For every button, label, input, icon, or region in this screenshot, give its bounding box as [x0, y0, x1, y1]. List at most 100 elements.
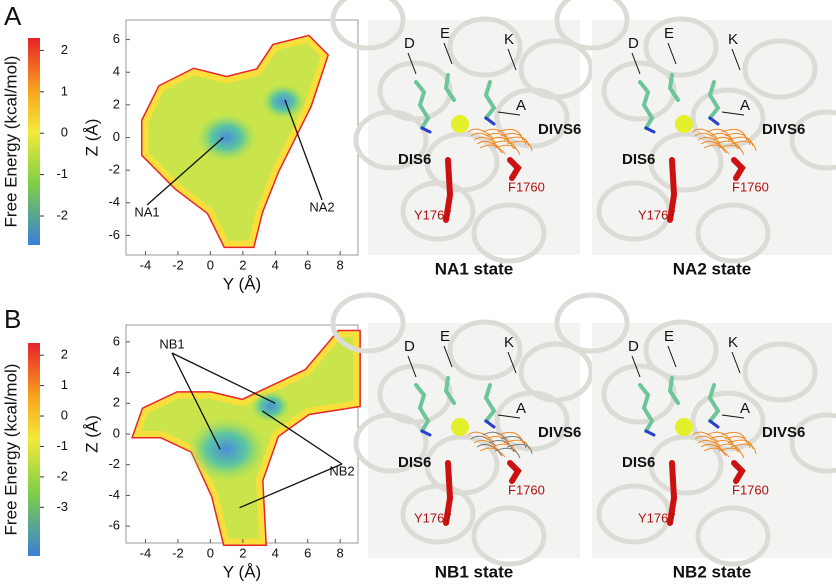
helix-label: DIS6 [622, 151, 655, 168]
ligand-trace [506, 140, 533, 152]
y-tick-label: 4 [113, 64, 120, 79]
ligand-trace [470, 435, 497, 447]
y-axis-label: Z (Å) [82, 119, 101, 157]
ligand-trace [467, 431, 494, 442]
residue-label: A [516, 400, 526, 417]
residue-stick [484, 116, 496, 126]
ion [675, 115, 693, 133]
residue-pointer [497, 111, 521, 116]
residue-stick [707, 80, 721, 120]
helix-label: DIVS6 [538, 121, 581, 138]
residue-pointer [721, 111, 745, 116]
residue-label: D [628, 35, 639, 52]
residue-stick [667, 73, 680, 102]
residue-stick [484, 419, 496, 429]
helix-outline [643, 16, 719, 78]
x-tick-label: -4 [140, 545, 152, 560]
helix-outline [494, 87, 570, 149]
x-tick-label: -2 [172, 545, 184, 560]
x-tick-label: 6 [304, 257, 311, 272]
helix-outline [690, 390, 766, 452]
colorbar-tick-label: -2 [56, 207, 68, 222]
energy-well [250, 390, 291, 423]
residue-stick [731, 460, 746, 484]
ligand-trace [479, 447, 506, 458]
helix-outline [471, 505, 547, 567]
annotation: NA1 [134, 204, 159, 219]
colorbar-tick-label: 0 [61, 125, 68, 140]
structure-image: D E K A DIS6 DIVS6 Y1767 F1760 [554, 0, 836, 264]
structure-title: NB2 state [673, 562, 751, 581]
energy-well [196, 113, 257, 162]
helix-outline [353, 109, 429, 171]
colorbar-tick-label: 1 [61, 377, 68, 392]
x-tick-label: 0 [207, 257, 214, 272]
residue-label: E [440, 25, 450, 42]
residue-label: K [728, 31, 738, 48]
helix-outline [789, 412, 836, 474]
residue-stick [667, 376, 680, 405]
residue-stick [443, 460, 454, 526]
ligand-trace [694, 132, 721, 144]
ligand-trace [691, 128, 718, 139]
residue-label: E [664, 25, 674, 42]
energy-well [186, 417, 267, 482]
annotation-line [284, 99, 323, 201]
ligand-trace [697, 439, 724, 452]
y-tick-label: -6 [108, 518, 120, 533]
x-tick-label: -2 [172, 257, 184, 272]
residue-pointer [443, 42, 453, 65]
ligand-trace [482, 431, 509, 443]
helix-outline [648, 131, 724, 193]
residue-stick [644, 126, 656, 134]
residue-stick [443, 157, 454, 223]
site-label: Y1767 [414, 207, 452, 222]
site-label: F1760 [732, 179, 769, 194]
ligand-trace [724, 436, 751, 449]
colorbar-label: Free Energy (kcal/mol) [1, 56, 20, 228]
residue-pointer [721, 414, 745, 419]
site-label: F1760 [508, 179, 545, 194]
colorbar-tick-label: 1 [61, 83, 68, 98]
site-label: Y1767 [414, 510, 452, 525]
x-tick-label: 6 [304, 545, 311, 560]
helix-outline [789, 109, 836, 171]
ligand-trace [700, 444, 727, 457]
residue-stick [638, 80, 655, 130]
annotation-line [261, 410, 343, 465]
residue-stick [443, 73, 456, 102]
ligand-trace [730, 443, 757, 455]
helix-outline [742, 341, 818, 403]
helix-outline [695, 505, 771, 567]
residue-label: D [628, 338, 639, 355]
colorbar [28, 38, 40, 245]
site-label: F1760 [732, 482, 769, 497]
helix-outline [400, 180, 476, 242]
x-axis-label: Y (Å) [223, 274, 261, 293]
residue-label: K [504, 31, 514, 48]
residue-stick [483, 80, 497, 120]
ligand-trace [473, 439, 500, 452]
annotation-line [239, 463, 343, 509]
colorbar-tick-label: -3 [56, 499, 68, 514]
ligand-trace [506, 443, 533, 455]
colorbar-label: Free Energy (kcal/mol) [1, 364, 20, 536]
site-label: Y1767 [638, 510, 676, 525]
helix-outline [353, 412, 429, 474]
y-tick-label: -6 [108, 227, 120, 242]
annotation-line [171, 352, 221, 450]
structure-title: NA1 state [435, 259, 513, 278]
residue-pointer [497, 414, 521, 419]
residue-pointer [731, 351, 741, 374]
residue-stick [644, 429, 656, 437]
y-tick-label: 2 [113, 96, 120, 111]
helix-outline [648, 434, 724, 496]
structure-title: NA2 state [673, 259, 751, 278]
annotation: NB1 [159, 336, 184, 351]
residue-label: D [404, 35, 415, 52]
colorbar-tick-label: -1 [56, 166, 68, 181]
y-tick-label: -4 [108, 194, 120, 209]
x-tick-label: 4 [272, 545, 279, 560]
ligand-trace [706, 128, 733, 140]
x-tick-label: 2 [239, 257, 246, 272]
